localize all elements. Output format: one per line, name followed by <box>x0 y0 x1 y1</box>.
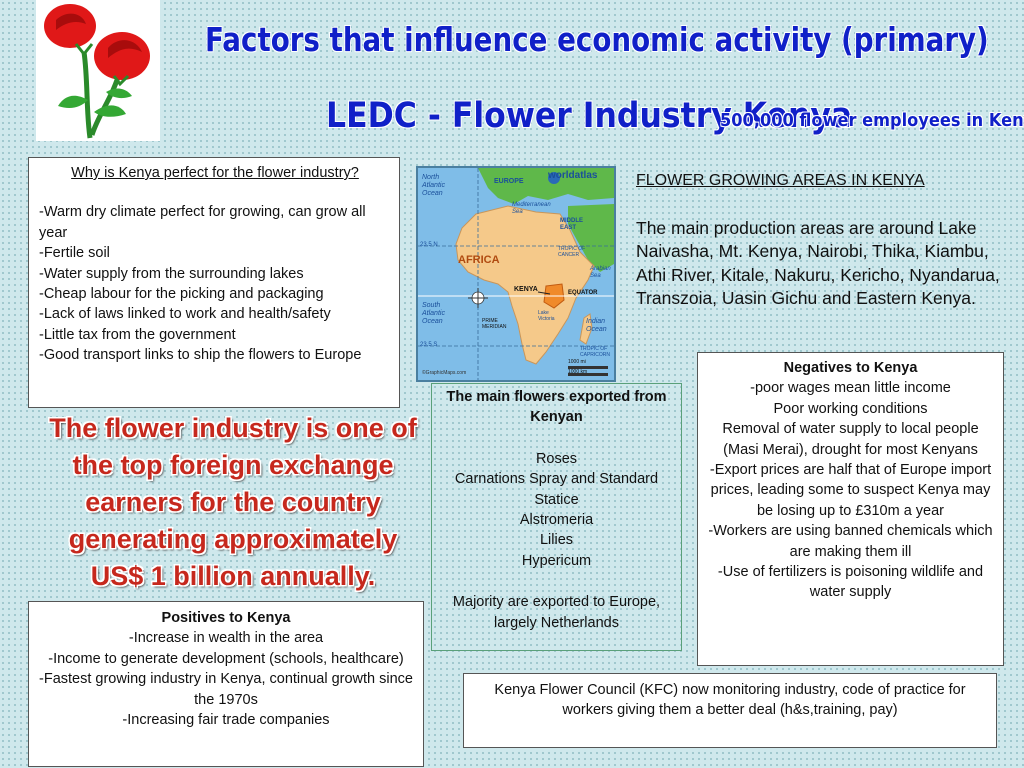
growing-areas-heading: FLOWER GROWING AREAS IN KENYA <box>636 172 925 189</box>
negatives-heading: Negatives to Kenya <box>783 360 918 376</box>
list-item: -Export prices are half that of Europe i… <box>709 462 992 519</box>
map-label-south-atlantic: South Atlantic Ocean <box>422 302 445 325</box>
map-label-north-atlantic: North Atlantic Ocean <box>422 174 445 197</box>
why-kenya-heading: Why is Kenya perfect for the flower indu… <box>71 165 359 181</box>
page-title: Factors that influence economic activity… <box>205 20 989 59</box>
list-item: Poor working conditions <box>773 400 928 417</box>
list-item: -Workers are using banned chemicals whic… <box>708 523 993 560</box>
positives-list: -Increase in wealth in the area -Income … <box>39 628 413 730</box>
list-item: -Increase in wealth in the area <box>128 630 324 647</box>
positives-box: Positives to Kenya -Increase in wealth i… <box>28 601 424 767</box>
list-item: -Fertile soil <box>39 245 110 262</box>
map-label-arabian-sea: Arabian Sea <box>590 266 611 279</box>
negatives-box: Negatives to Kenya -poor wages mean litt… <box>697 352 1004 666</box>
list-item: -poor wages mean little income <box>750 380 951 397</box>
page-subtitle: LEDC - Flower Industry Kenya <box>326 96 853 136</box>
map-label-equator: EQUATOR <box>568 290 598 296</box>
growing-areas-text: The main production areas are around Lak… <box>636 217 1000 309</box>
list-item: Statice <box>534 491 579 508</box>
why-kenya-box: Why is Kenya perfect for the flower indu… <box>28 157 400 408</box>
map-label-mediterranean: Mediterranean Sea <box>512 202 551 215</box>
map-scale-mi: 1000 mi <box>568 359 586 365</box>
main-flowers-box: The main flowers exported from Kenyan Ro… <box>431 383 682 651</box>
growing-areas: FLOWER GROWING AREAS IN KENYA The main p… <box>636 169 1014 311</box>
list-item: Alstromeria <box>519 512 594 529</box>
map-label-lat-n: 23.5 N <box>420 242 438 248</box>
kfc-note-box: Kenya Flower Council (KFC) now monitorin… <box>463 673 997 748</box>
list-item: -Fastest growing industry in Kenya, cont… <box>39 671 413 708</box>
roses-image <box>36 0 160 141</box>
foreign-exchange-statement: The flower industry is one of the top fo… <box>49 413 417 591</box>
map-label-lat-s: 23.5 S <box>420 342 438 348</box>
main-flowers-list: Roses Carnations Spray and Standard Stat… <box>438 449 675 571</box>
list-item: -Income to generate development (schools… <box>48 650 404 667</box>
map-brand: worldatlas <box>548 170 598 181</box>
list-item: -Lack of laws linked to work and health/… <box>39 306 331 323</box>
list-item: -Cheap labour for the picking and packag… <box>39 286 324 303</box>
map-scale-km: 1000 km <box>568 369 588 375</box>
main-flowers-note: Majority are exported to Europe, largely… <box>452 594 661 631</box>
list-item: Carnations Spray and Standard <box>454 471 659 488</box>
why-kenya-list: -Warm dry climate perfect for growing, c… <box>39 202 391 365</box>
list-item: Removal of water supply to local people … <box>722 421 979 458</box>
list-item: Lilies <box>539 532 574 549</box>
main-flowers-heading: The main flowers exported from Kenyan <box>446 389 667 426</box>
kfc-note-text: Kenya Flower Council (KFC) now monitorin… <box>494 682 966 719</box>
map-label-kenya: KENYA <box>514 286 538 293</box>
list-item: -Use of fertilizers is poisoning wildlif… <box>717 564 984 601</box>
list-item: -Increasing fair trade companies <box>122 712 330 729</box>
list-item: -Little tax from the government <box>39 326 236 343</box>
list-item: -Water supply from the surrounding lakes <box>39 265 304 282</box>
map-label-middle-east: MIDDLE EAST <box>560 218 583 231</box>
map-label-lake-victoria: Lake Victoria <box>538 310 555 322</box>
map-label-prime-meridian: PRIME MERIDIAN <box>482 318 507 330</box>
list-item: -Good transport links to ship the flower… <box>39 347 362 364</box>
positives-heading: Positives to Kenya <box>161 610 291 626</box>
employees-note: 500,000 flower employees in Kenya <box>720 110 1024 131</box>
negatives-list: -poor wages mean little income Poor work… <box>706 378 995 602</box>
list-item: Hypericum <box>521 552 592 569</box>
map-credit: ©GraphicMaps.com <box>422 370 467 376</box>
map-label-africa: AFRICA <box>458 254 500 266</box>
list-item: -Warm dry climate perfect for growing, c… <box>39 204 366 241</box>
africa-map: worldatlas EUROPE North Atlantic Ocean M… <box>416 166 616 382</box>
map-label-europe: EUROPE <box>494 178 524 185</box>
map-label-tropic-capricorn: TROPIC OF CAPRICORN <box>580 346 611 358</box>
list-item: Roses <box>535 450 578 467</box>
map-label-tropic-cancer: TROPIC OF CANCER <box>558 246 586 258</box>
map-label-indian-ocean: Indian Ocean <box>586 318 607 333</box>
